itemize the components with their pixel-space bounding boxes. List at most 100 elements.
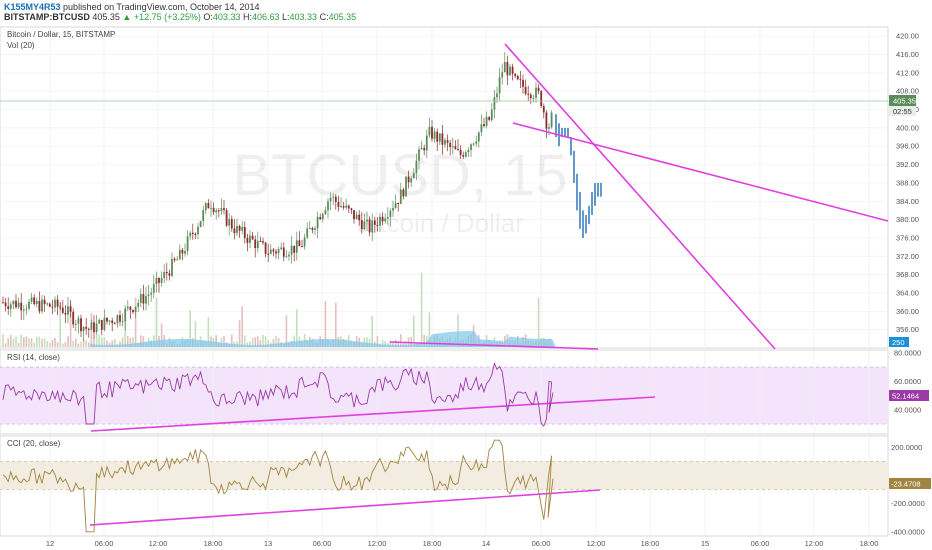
cci-axis[interactable]: -400.0000 -200.0000 200.0000 (891, 443, 925, 537)
candle-body (132, 310, 134, 313)
rsi-tag: 52.1464 (892, 392, 919, 401)
candle-body (480, 124, 483, 133)
volume-bar (238, 320, 241, 347)
candle-body (355, 214, 358, 220)
candle-body (321, 214, 324, 220)
volume-bar (264, 336, 267, 347)
candle-body (470, 144, 472, 151)
candle-body (191, 232, 194, 235)
volume-bar (189, 310, 191, 347)
rsi-tag-box (889, 390, 929, 401)
candle-body (527, 93, 530, 95)
volume-bar (25, 336, 28, 347)
candle-body (15, 300, 17, 308)
candle-body (431, 126, 433, 139)
symbol-label[interactable]: BITSTAMP:BTCUSD (4, 12, 90, 22)
price-tag: 405.35 (893, 97, 916, 106)
candle-body (532, 97, 535, 99)
volume-bar (262, 334, 264, 347)
volume-bar (41, 338, 43, 347)
rsi-trend-line[interactable] (90, 396, 656, 432)
candle-body (25, 308, 28, 310)
candle-body (17, 302, 20, 308)
volume-bar (296, 309, 298, 347)
volume-bar (335, 302, 337, 347)
time-tick-label: 06:00 (751, 539, 770, 548)
time-axis[interactable]: 12 06:00 12:00 18:00 13 06:00 12:00 18:00 14 06:0… (46, 539, 879, 548)
candle-series (2, 52, 553, 342)
volume-bar (127, 335, 129, 347)
candle-body (277, 249, 280, 254)
volume-trend-line[interactable] (389, 341, 599, 350)
high-label: H: (242, 12, 252, 22)
candle-body (56, 299, 59, 307)
volume-bar (132, 337, 134, 347)
volume-bar (293, 335, 295, 347)
candle-body (454, 146, 457, 150)
candle-body (171, 258, 173, 276)
candle-body (327, 201, 329, 211)
author-link[interactable]: K155MY4R53 (4, 2, 61, 12)
volume-bar (28, 338, 30, 347)
candle-body (147, 294, 150, 297)
candle-body (22, 309, 25, 311)
candle-body (314, 228, 316, 231)
candle-body (493, 97, 496, 110)
volume-bar (537, 297, 540, 347)
price-axis[interactable]: 356.00 360.00 364.00 368.00 372.00 376.00 380.… (896, 32, 919, 334)
candle-body (59, 306, 62, 308)
candle-body (212, 207, 215, 213)
candle-body (501, 72, 504, 78)
volume-bar (231, 334, 233, 347)
rsi-axis[interactable]: 40.0000 60.0000 80.0000 (894, 348, 921, 414)
quote-line: BITSTAMP:BTCUSD 405.35 ▲ +12.75 (+3.25%)… (4, 12, 356, 22)
price-pane[interactable] (0, 26, 889, 349)
candle-body (64, 312, 67, 315)
candle-body (43, 299, 46, 305)
candle-body (87, 328, 90, 330)
candle-body (202, 210, 205, 221)
price-tick-label: 380.00 (896, 215, 919, 224)
price-tick-label: 416.00 (896, 50, 919, 59)
volume-bar (111, 340, 113, 347)
forecast-bars (555, 114, 602, 238)
candle-body (477, 132, 480, 142)
candle-body (316, 217, 319, 229)
candle-body (498, 77, 501, 94)
candle-body (30, 297, 33, 302)
chart-canvas[interactable]: BTCUSD, 15 Bitcoin / Dollar Bitcoin / Do… (0, 22, 932, 550)
volume-bar (368, 338, 371, 347)
volume-bar (215, 335, 217, 347)
cci-trend-line[interactable] (89, 489, 601, 526)
candle-body (77, 318, 80, 324)
candle-body (334, 196, 337, 202)
candle-body (519, 79, 522, 81)
candle-body (108, 320, 111, 322)
volume-bar (121, 337, 124, 347)
candle-body (303, 237, 306, 247)
volume-bar (366, 337, 368, 347)
candle-body (436, 131, 439, 142)
downtrend-line[interactable] (504, 43, 776, 350)
candle-body (48, 303, 51, 307)
candle-body (475, 141, 478, 144)
candle-body (467, 150, 470, 153)
volume-bar (420, 272, 423, 347)
candle-body (119, 315, 121, 322)
candle-body (9, 304, 12, 309)
candle-body (220, 208, 223, 212)
candle-body (152, 284, 155, 293)
candle-body (350, 208, 353, 211)
support-trend-line[interactable] (512, 122, 889, 222)
candle-body (410, 178, 413, 183)
last-price: 405.35 (92, 12, 120, 22)
volume-bar (363, 337, 366, 347)
candle-body (353, 210, 355, 220)
grid-lines (0, 27, 888, 536)
volume-bar (15, 336, 17, 347)
candle-body (516, 75, 519, 80)
candle-body (121, 321, 124, 323)
candle-body (457, 149, 459, 151)
candle-body (90, 322, 93, 330)
volume-bar (88, 342, 90, 347)
